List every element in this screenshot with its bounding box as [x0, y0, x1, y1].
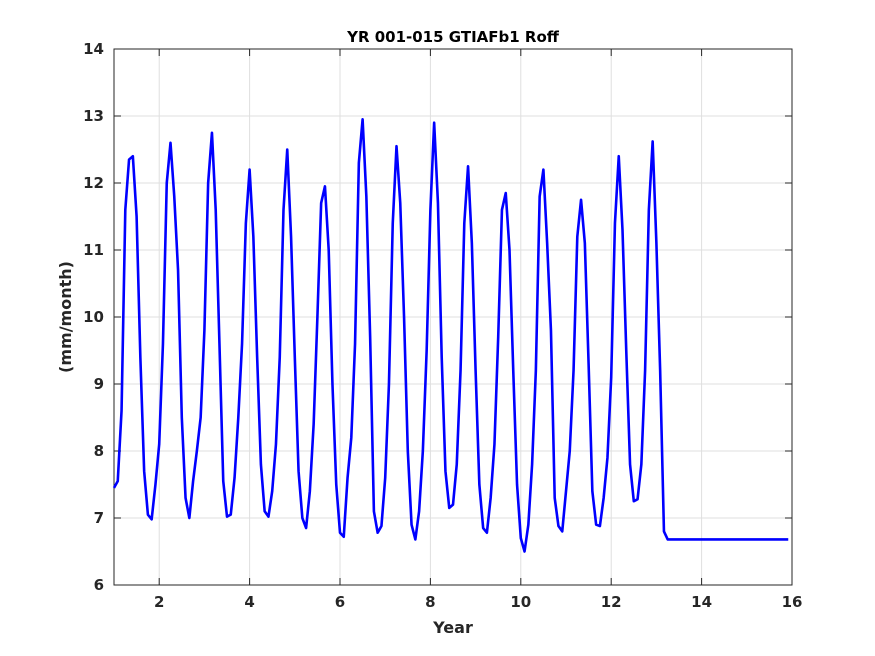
x-tick-label: 4 — [244, 593, 254, 611]
y-axis-title: (mm/month) — [56, 261, 75, 373]
series-group — [112, 118, 789, 553]
axis-ticks: 2 4 6 8 10 12 14 16 6 7 8 9 10 11 12 13 14 — [83, 40, 802, 611]
x-tick-label: 12 — [601, 593, 622, 611]
x-tick-label: 8 — [425, 593, 435, 611]
x-tick-label: 16 — [782, 593, 803, 611]
x-tick-label: 14 — [691, 593, 712, 611]
y-tick-label: 13 — [83, 107, 104, 125]
y-tick-label: 7 — [94, 509, 104, 527]
y-tick-label: 8 — [94, 442, 104, 460]
y-tick-label: 14 — [83, 40, 104, 58]
x-tick-label: 10 — [510, 593, 531, 611]
y-tick-label: 10 — [83, 308, 104, 326]
x-tick-label: 6 — [335, 593, 345, 611]
y-tick-label: 9 — [94, 375, 104, 393]
series-line — [112, 118, 789, 553]
y-tick-label: 12 — [83, 174, 104, 192]
y-tick-label: 6 — [94, 576, 104, 594]
y-tick-label: 11 — [83, 241, 104, 259]
x-axis-title: Year — [432, 618, 473, 637]
chart-title: YR 001-015 GTIAFb1 Roff — [346, 28, 560, 46]
x-tick-label: 2 — [154, 593, 164, 611]
